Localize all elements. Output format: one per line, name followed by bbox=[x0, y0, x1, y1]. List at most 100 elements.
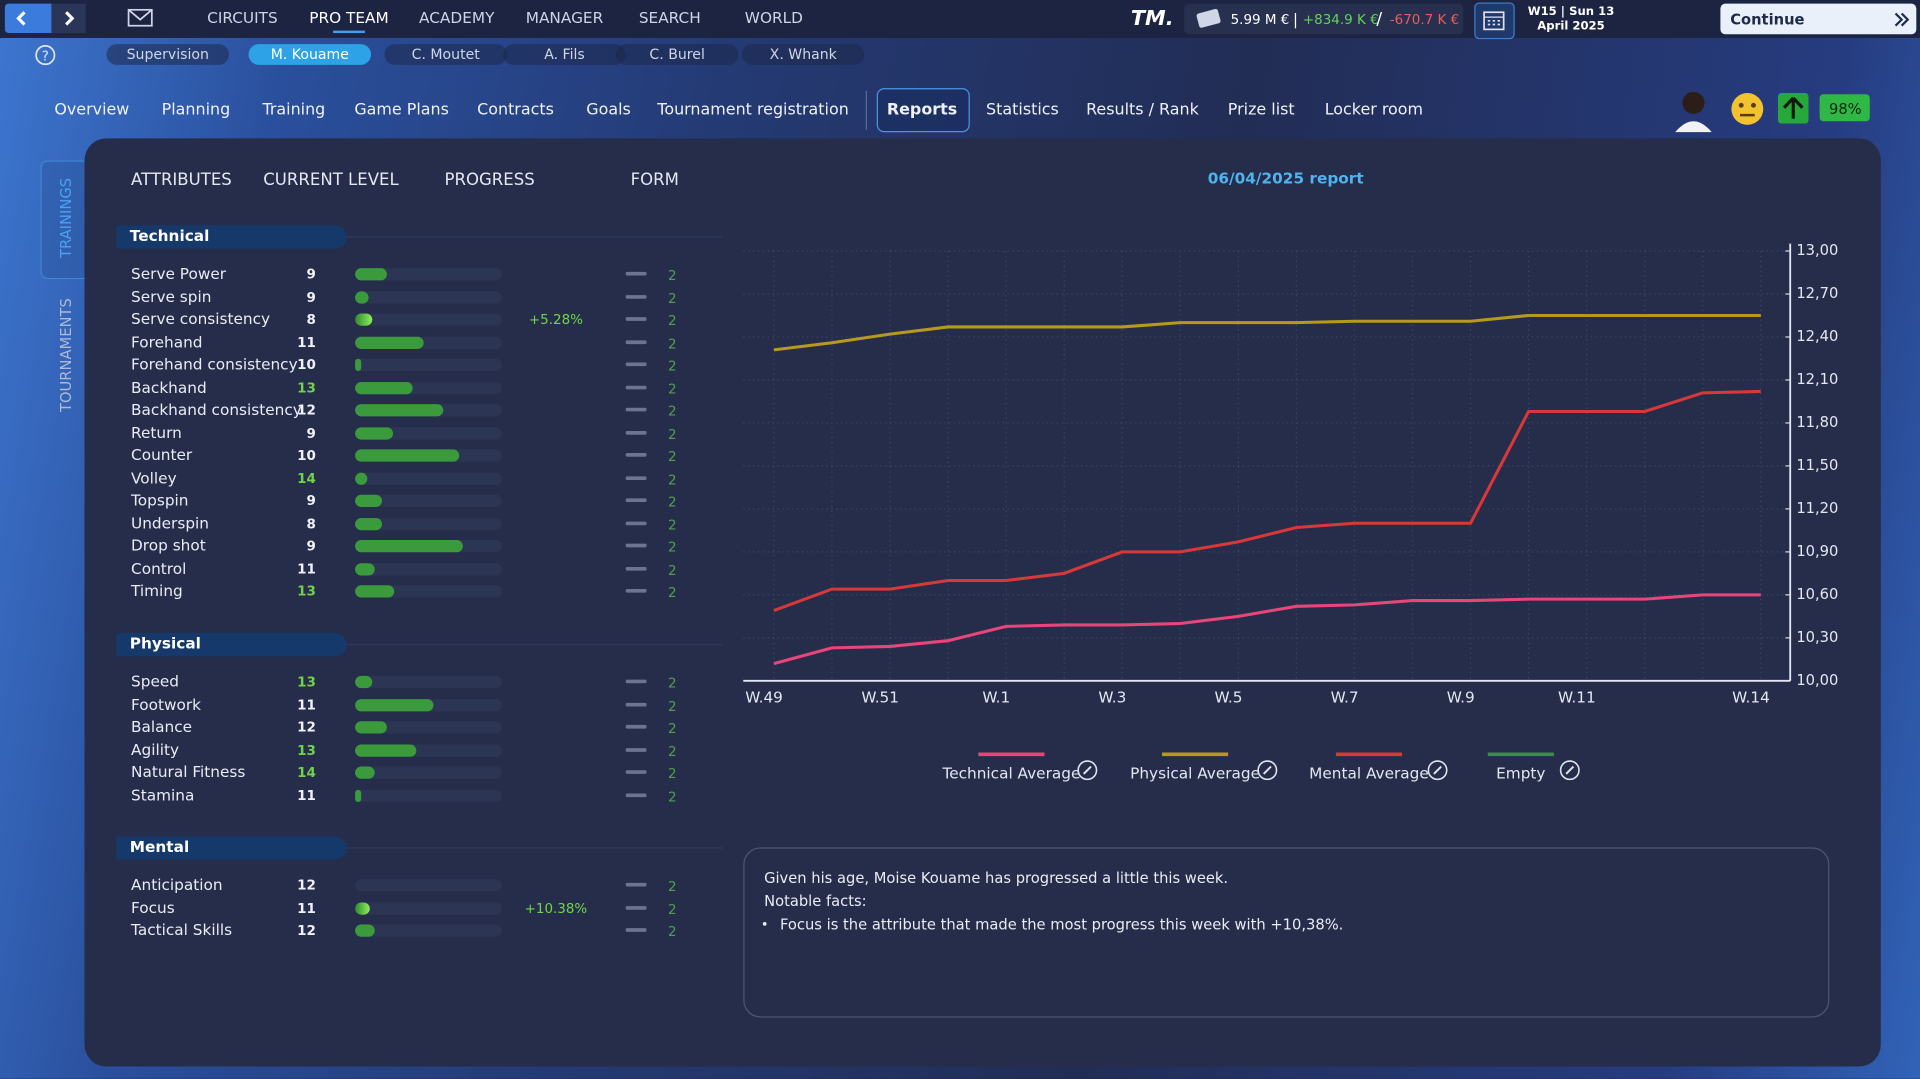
edit-icon-pen bbox=[1262, 765, 1272, 775]
player-name[interactable]: A. Fils bbox=[544, 45, 585, 63]
form-dash bbox=[625, 407, 647, 412]
form-dash bbox=[625, 928, 647, 932]
attribute-name: Topspin bbox=[131, 490, 189, 510]
column-header: ATTRIBUTES bbox=[131, 170, 232, 191]
nav-item[interactable]: PRO TEAM bbox=[309, 8, 389, 27]
player-name[interactable]: C. Moutet bbox=[411, 45, 480, 63]
balance: 5.99 M € bbox=[1230, 11, 1290, 28]
help-icon[interactable]: ? bbox=[34, 44, 56, 66]
expense: -670.7 K € bbox=[1389, 11, 1460, 28]
bar-fill bbox=[355, 426, 394, 439]
tab[interactable]: Results / Rank bbox=[1086, 101, 1199, 120]
player-name[interactable]: Supervision bbox=[126, 45, 209, 63]
bar-fill bbox=[355, 924, 375, 937]
separator: / bbox=[1376, 9, 1383, 30]
bar-fill bbox=[355, 336, 425, 349]
edit-icon[interactable] bbox=[1427, 760, 1448, 781]
nav-arrows bbox=[16, 11, 75, 26]
continue-label[interactable]: Continue bbox=[1730, 11, 1805, 29]
nav-item[interactable]: CIRCUITS bbox=[207, 8, 278, 27]
section-header bbox=[116, 836, 347, 860]
player-pill[interactable] bbox=[248, 44, 372, 65]
form-value: 2 bbox=[667, 675, 677, 692]
player-pill[interactable] bbox=[503, 44, 626, 65]
trend-icon bbox=[1777, 93, 1809, 124]
form-dash bbox=[625, 317, 647, 321]
bar-track bbox=[355, 766, 503, 779]
continue-button[interactable] bbox=[1720, 3, 1917, 35]
tab[interactable]: Goals bbox=[586, 101, 631, 120]
attribute-name: Agility bbox=[131, 739, 180, 759]
tab[interactable]: Contracts bbox=[477, 101, 554, 120]
tab[interactable]: Training bbox=[262, 101, 326, 120]
forward-button[interactable] bbox=[51, 3, 86, 34]
bar-fill bbox=[355, 743, 417, 757]
tab[interactable]: Tournament registration bbox=[657, 101, 849, 120]
edit-icon[interactable] bbox=[1559, 760, 1580, 781]
form-value: 2 bbox=[667, 743, 677, 760]
nav-item[interactable]: WORLD bbox=[744, 8, 803, 27]
edit-icon[interactable] bbox=[1257, 760, 1278, 781]
form-dash bbox=[625, 362, 647, 367]
form-dash bbox=[625, 747, 647, 752]
bar-fill bbox=[355, 517, 382, 530]
series-line bbox=[773, 593, 1761, 666]
player-pill[interactable] bbox=[742, 44, 865, 65]
legend-label: Empty bbox=[1496, 764, 1545, 782]
player-pill[interactable] bbox=[384, 44, 507, 65]
form-dash bbox=[625, 475, 647, 480]
tab[interactable]: Statistics bbox=[986, 101, 1059, 120]
tab[interactable]: Locker room bbox=[1324, 101, 1424, 120]
x-tick-label: W.14 bbox=[1732, 688, 1770, 706]
bar-track bbox=[355, 879, 503, 892]
form-dash bbox=[625, 294, 647, 299]
calendar-icon bbox=[1483, 11, 1505, 31]
attribute-value: 12 bbox=[297, 719, 316, 736]
top-bar bbox=[0, 0, 1920, 38]
side-tab-active bbox=[40, 160, 85, 280]
tab[interactable]: Overview bbox=[54, 101, 130, 120]
form-value: 2 bbox=[667, 358, 677, 375]
section-rule bbox=[346, 847, 723, 849]
attribute-name: Footwork bbox=[131, 694, 202, 713]
form-dash bbox=[625, 882, 647, 887]
player-name[interactable]: C. Burel bbox=[649, 45, 705, 63]
separator: | bbox=[1293, 11, 1299, 29]
y-tick-label: 11,80 bbox=[1796, 414, 1838, 431]
player-name[interactable]: M. Kouame bbox=[270, 45, 349, 63]
form-value: 2 bbox=[667, 448, 677, 465]
back-button[interactable] bbox=[4, 3, 52, 34]
edit-icon[interactable] bbox=[1077, 760, 1098, 781]
nav-item[interactable]: SEARCH bbox=[638, 8, 701, 27]
attribute-name: Forehand consistency bbox=[131, 354, 298, 374]
tab[interactable]: Prize list bbox=[1227, 101, 1295, 120]
bar-fill bbox=[355, 404, 444, 417]
tab-active-box bbox=[876, 88, 970, 133]
player-pill[interactable] bbox=[106, 44, 229, 65]
section-header bbox=[116, 225, 347, 249]
mail-icon[interactable] bbox=[127, 8, 154, 29]
tab[interactable]: Planning bbox=[161, 101, 231, 120]
form-value: 2 bbox=[667, 788, 677, 805]
form-value: 2 bbox=[667, 267, 677, 284]
form-dash bbox=[625, 679, 647, 684]
player-pill[interactable] bbox=[615, 44, 739, 65]
form-value: 2 bbox=[667, 494, 677, 511]
attribute-value: 11 bbox=[297, 696, 316, 713]
bar-track bbox=[355, 494, 503, 507]
player-name[interactable]: X. Whank bbox=[769, 45, 837, 63]
y-tick-label: 10,00 bbox=[1796, 672, 1838, 689]
nav-item[interactable]: ACADEMY bbox=[419, 8, 495, 27]
tab[interactable]: Reports bbox=[886, 101, 958, 120]
nav-item[interactable]: MANAGER bbox=[525, 8, 604, 27]
form-value: 2 bbox=[667, 878, 677, 895]
bar-track bbox=[355, 268, 503, 281]
bar-track bbox=[355, 721, 503, 734]
attribute-name: Focus bbox=[131, 897, 175, 917]
form-value: 2 bbox=[667, 312, 677, 329]
attribute-value: 9 bbox=[306, 288, 316, 305]
summary-bullet: Focus is the attribute that made the mos… bbox=[780, 915, 1344, 934]
tab[interactable]: Game Plans bbox=[354, 101, 449, 120]
attribute-name: Control bbox=[131, 558, 187, 578]
